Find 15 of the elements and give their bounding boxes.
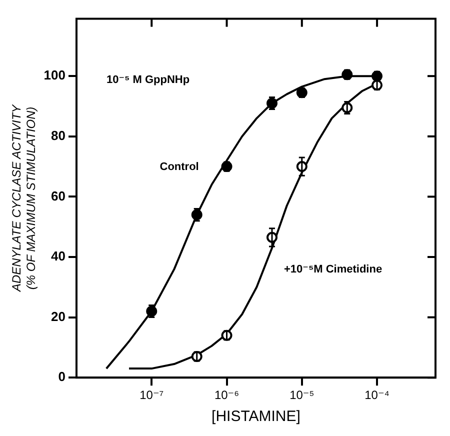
y-tick-label: 60 [51,188,66,204]
y-axis-title: ADENYLATE CYCLASE ACTIVITY (% OF MAXIMUM STIMULATION) [10,104,38,293]
y-tick-label: 0 [58,369,66,384]
y-tick-label: 80 [51,128,66,143]
y-tick-label: 40 [51,248,66,264]
y-tick-label: 20 [51,308,66,324]
text: Control [160,160,199,173]
annotation: 10⁻⁵ M GppNHp [106,74,190,86]
y-tick-label: 100 [44,68,66,83]
x-tick-label: 10⁻⁴ [364,388,390,402]
x-tick-label: 10⁻⁵ [290,388,314,402]
x-tick-label: 10⁻⁶ [214,388,240,402]
text: +10⁻⁵M Cimetidine [284,263,382,276]
x-axis-title: [HISTAMINE] [212,408,300,426]
x-tick-label: 10⁻⁷ [140,388,164,402]
